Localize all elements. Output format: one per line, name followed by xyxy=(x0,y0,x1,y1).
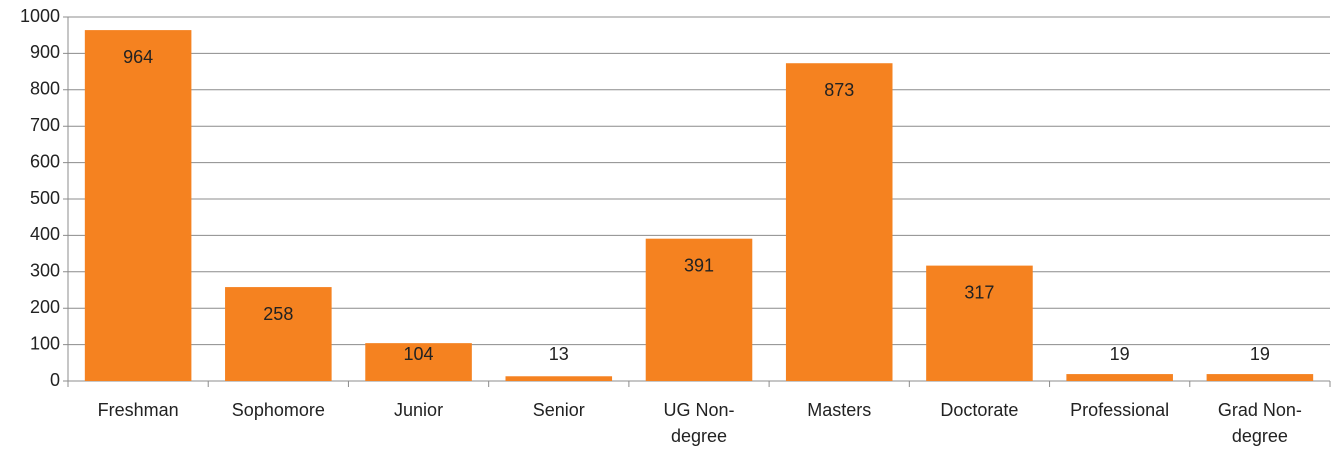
y-tick-label: 500 xyxy=(30,188,60,208)
x-tick-label: Senior xyxy=(532,400,585,420)
y-tick-label: 200 xyxy=(30,297,60,317)
bar xyxy=(645,238,753,381)
data-label: 391 xyxy=(684,255,714,275)
y-tick-label: 800 xyxy=(30,79,60,99)
y-tick-label: 1000 xyxy=(20,6,60,26)
bar xyxy=(926,265,1033,381)
bar xyxy=(1206,374,1314,381)
data-label: 19 xyxy=(1110,344,1130,364)
y-tick-label: 0 xyxy=(50,370,60,390)
bar xyxy=(365,343,472,381)
data-label: 104 xyxy=(404,344,434,364)
bar xyxy=(505,376,613,381)
bar xyxy=(84,30,192,381)
data-label: 19 xyxy=(1250,344,1270,364)
bar xyxy=(225,287,332,381)
data-label: 873 xyxy=(824,80,854,100)
x-tick-label: UG Non-degree xyxy=(663,400,735,446)
y-tick-label: 700 xyxy=(30,115,60,135)
x-tick-label: Masters xyxy=(807,400,872,420)
bar xyxy=(785,63,893,382)
x-tick-label: Freshman xyxy=(97,400,179,420)
bar xyxy=(1066,374,1173,381)
y-tick-label: 300 xyxy=(30,261,60,281)
data-label: 258 xyxy=(263,304,293,324)
x-tick-label: Doctorate xyxy=(940,400,1019,420)
x-tick-label: Junior xyxy=(394,400,444,420)
y-tick-label: 600 xyxy=(30,151,60,171)
data-label: 317 xyxy=(964,282,994,302)
y-tick-label: 100 xyxy=(30,333,60,353)
x-tick-label: Sophomore xyxy=(231,400,325,420)
data-label: 964 xyxy=(123,47,153,67)
y-tick-label: 900 xyxy=(30,42,60,62)
x-tick-label: Grad Non-degree xyxy=(1217,400,1302,446)
x-tick-label: Professional xyxy=(1070,400,1170,420)
data-label: 13 xyxy=(549,344,569,364)
y-tick-label: 400 xyxy=(30,224,60,244)
